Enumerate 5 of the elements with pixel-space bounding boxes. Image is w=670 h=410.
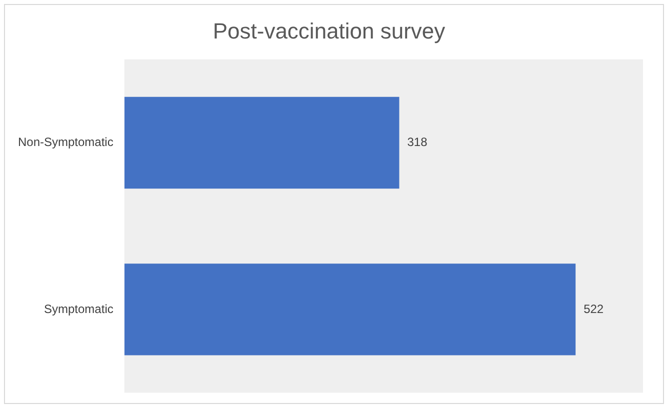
chart-title: Post-vaccination survey bbox=[212, 18, 446, 44]
y-tick-label: Symptomatic bbox=[44, 302, 114, 316]
data-label: 318 bbox=[407, 135, 428, 150]
data-label: 522 bbox=[584, 302, 604, 316]
y-tick-label: Non-Symptomatic bbox=[18, 135, 114, 150]
